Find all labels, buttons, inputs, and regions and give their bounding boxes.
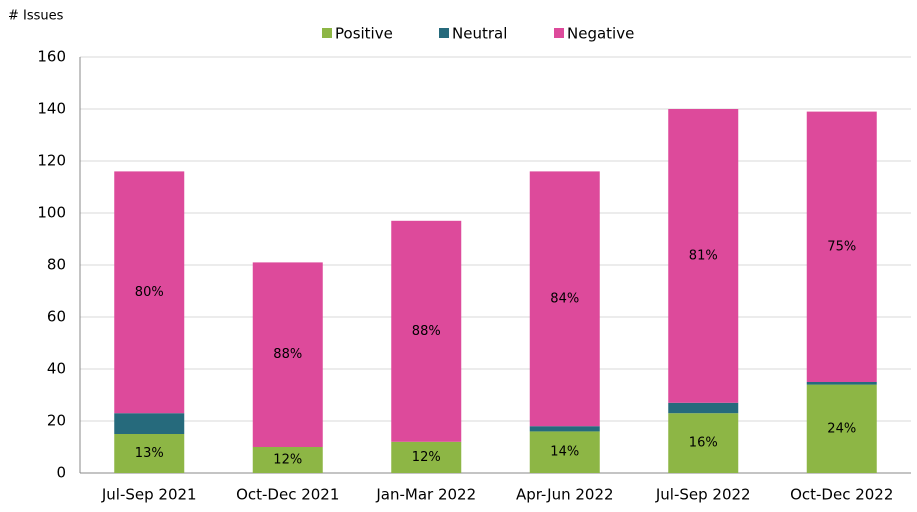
x-tick-label: Jul-Sep 2021 bbox=[101, 486, 197, 504]
share-label: 88% bbox=[273, 347, 302, 362]
legend-label: Neutral bbox=[452, 25, 507, 43]
share-label: 13% bbox=[135, 446, 164, 461]
share-label: 16% bbox=[689, 436, 718, 451]
bar-segment bbox=[114, 413, 185, 434]
x-tick-label: Jul-Sep 2022 bbox=[655, 486, 751, 504]
bar-segment bbox=[668, 413, 739, 473]
y-tick-label: 60 bbox=[47, 308, 66, 326]
x-tick-label: Apr-Jun 2022 bbox=[516, 486, 614, 504]
legend-label: Positive bbox=[335, 25, 393, 43]
legend-label: Negative bbox=[567, 25, 634, 43]
share-label: 75% bbox=[827, 239, 856, 254]
bar-segment bbox=[114, 171, 185, 414]
bar-segment bbox=[391, 220, 462, 442]
y-axis-label: # Issues bbox=[8, 9, 64, 24]
y-tick-label: 120 bbox=[37, 152, 66, 170]
y-tick-label: 0 bbox=[56, 464, 66, 482]
share-label: 88% bbox=[412, 324, 441, 339]
bar-segment bbox=[668, 402, 739, 414]
bar-segment bbox=[391, 441, 462, 473]
bar-segment bbox=[806, 384, 877, 473]
share-label: 12% bbox=[273, 453, 302, 468]
legend-swatch bbox=[554, 28, 564, 38]
bar-segment bbox=[529, 171, 600, 427]
y-tick-label: 160 bbox=[37, 48, 66, 66]
bar-segment bbox=[529, 426, 600, 432]
bar-segment bbox=[806, 382, 877, 385]
share-label: 14% bbox=[550, 445, 579, 460]
legend-swatch bbox=[322, 28, 332, 38]
share-label: 80% bbox=[135, 285, 164, 300]
share-label: 84% bbox=[550, 291, 579, 306]
legend-swatch bbox=[439, 28, 449, 38]
share-label: 24% bbox=[827, 421, 856, 436]
y-tick-label: 40 bbox=[47, 360, 66, 378]
bar-segment bbox=[114, 434, 185, 473]
x-tick-label: Oct-Dec 2021 bbox=[236, 486, 339, 504]
bar-segment bbox=[529, 431, 600, 473]
bar-segment bbox=[668, 109, 739, 403]
share-label: 81% bbox=[689, 248, 718, 263]
bar-segment bbox=[252, 262, 323, 447]
bar-segment bbox=[252, 447, 323, 473]
x-tick-label: Jan-Mar 2022 bbox=[375, 486, 476, 504]
y-tick-label: 140 bbox=[37, 100, 66, 118]
y-tick-label: 100 bbox=[37, 204, 66, 222]
y-tick-label: 20 bbox=[47, 412, 66, 430]
y-tick-label: 80 bbox=[47, 256, 66, 274]
bar-segment bbox=[806, 111, 877, 382]
share-label: 12% bbox=[412, 450, 441, 465]
x-tick-label: Oct-Dec 2022 bbox=[790, 486, 893, 504]
